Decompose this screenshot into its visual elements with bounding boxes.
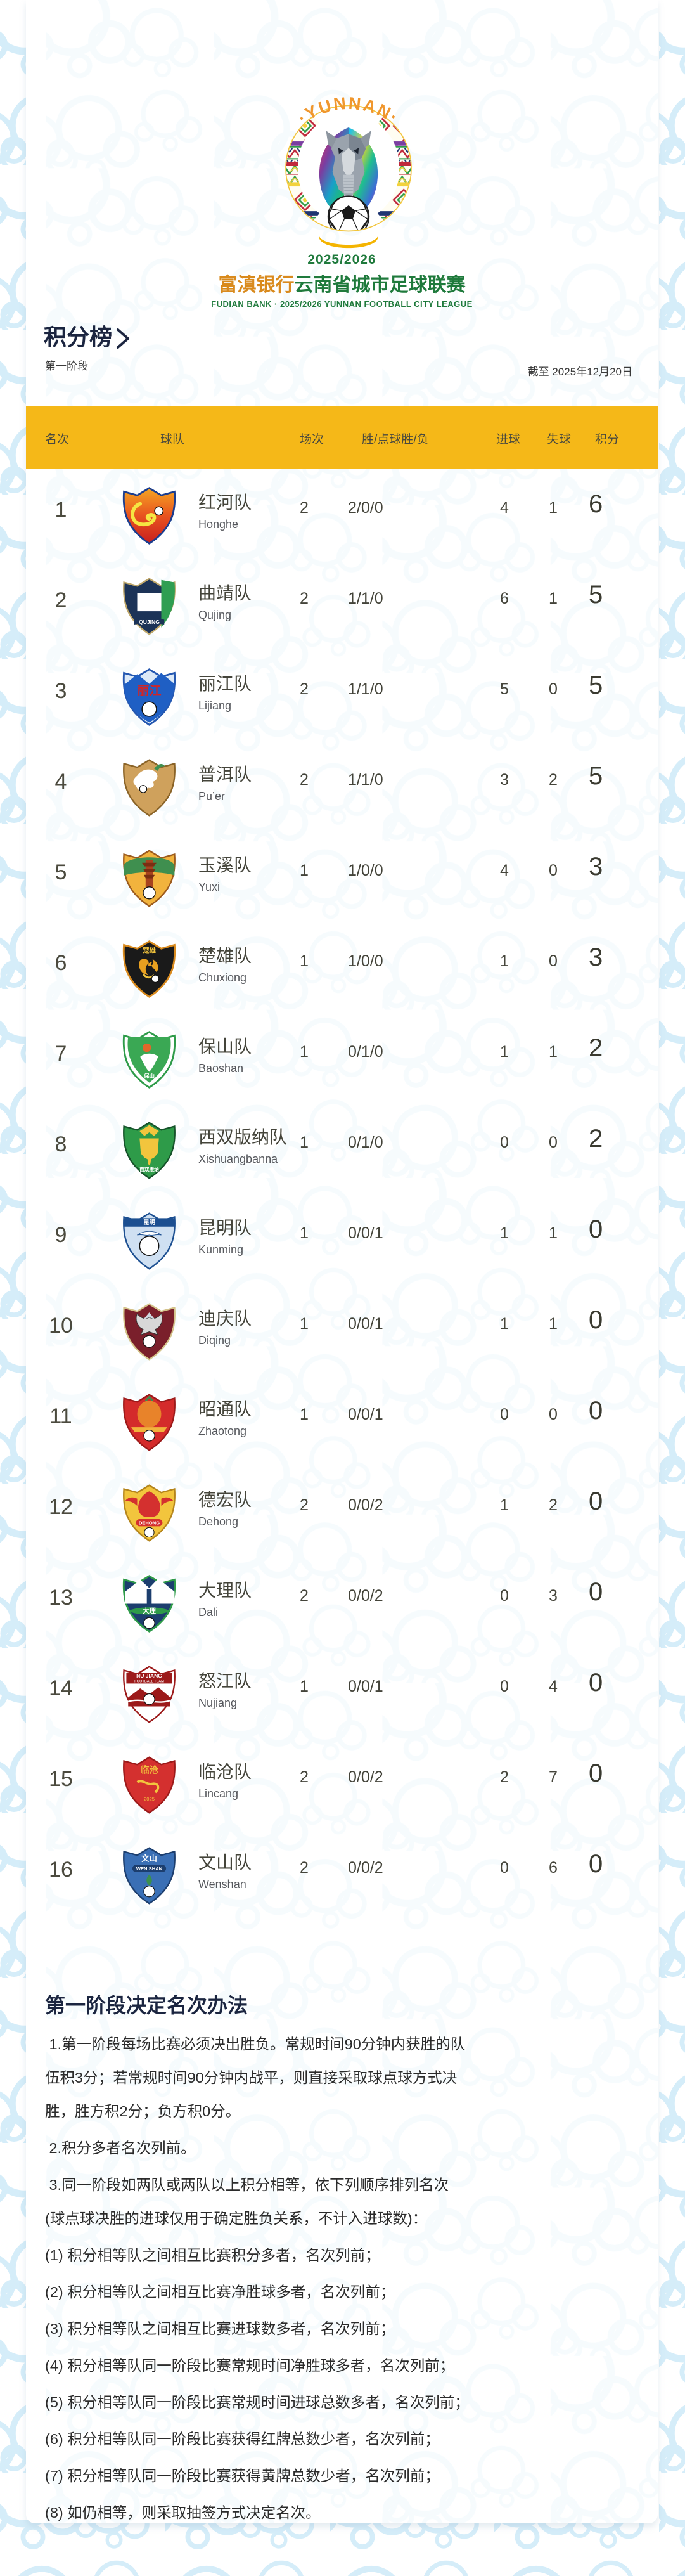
svg-text:临沧: 临沧 — [140, 1764, 158, 1776]
svg-text:DEHONG: DEHONG — [139, 1520, 160, 1526]
svg-text:FOOTBALL TEAM: FOOTBALL TEAM — [134, 1680, 164, 1684]
svg-text:文山: 文山 — [141, 1854, 157, 1863]
svg-text:保山: 保山 — [143, 1072, 155, 1079]
svg-text:西双版纳: 西双版纳 — [139, 1166, 159, 1172]
svg-text:WEN SHAN: WEN SHAN — [136, 1866, 162, 1872]
svg-text:楚雄: 楚雄 — [142, 946, 156, 954]
svg-text:2025: 2025 — [144, 1796, 155, 1802]
svg-text:NU JIANG: NU JIANG — [136, 1673, 162, 1679]
svg-text:大理: 大理 — [143, 1607, 156, 1615]
svg-text:QUJING: QUJING — [139, 619, 160, 625]
svg-text:昆明: 昆明 — [143, 1219, 156, 1226]
svg-text:丽江: 丽江 — [137, 684, 161, 698]
